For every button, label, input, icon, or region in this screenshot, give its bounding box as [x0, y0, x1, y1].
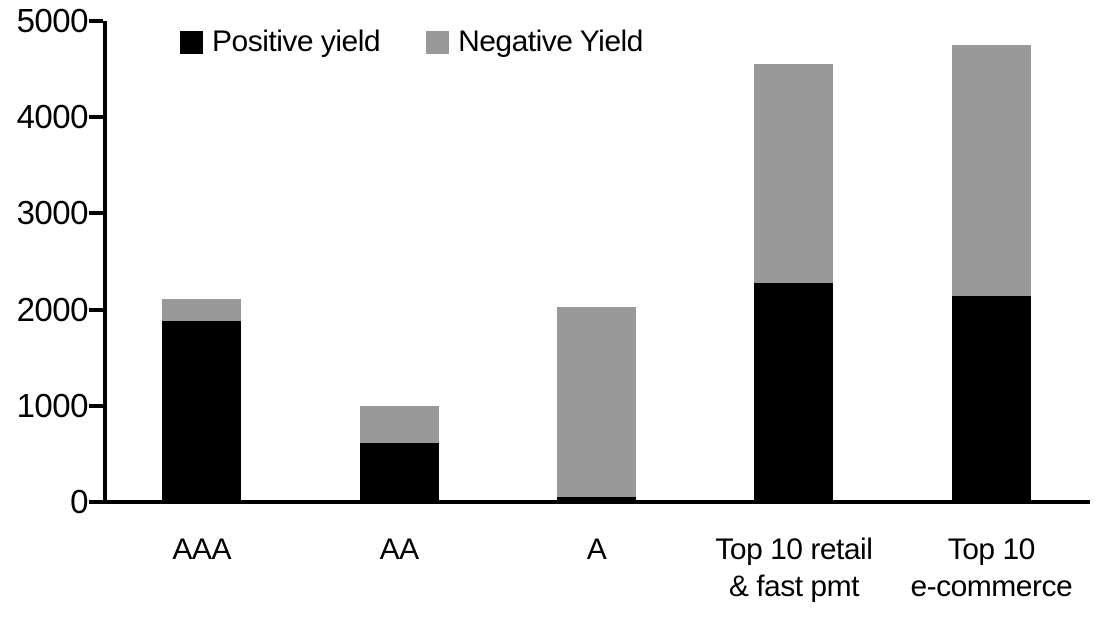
x-category-label: Top 10 e-commerce: [910, 533, 1073, 603]
y-tick-label: 2000: [16, 291, 89, 328]
y-tick-label: 4000: [16, 98, 89, 135]
negative-yield-swatch: [426, 30, 450, 54]
bar-top-10-retail-fast-pmt-positive-yield: [754, 282, 834, 502]
bar-a-negative-yield: [557, 306, 636, 498]
x-category-label: AAA: [172, 533, 231, 566]
y-tick-label: 1000: [16, 387, 89, 424]
legend-label-negative-yield: Negative Yield: [458, 25, 643, 58]
bar-aa-positive-yield: [359, 442, 439, 502]
x-axis-line: [103, 500, 1090, 504]
y-tick-mark: [89, 500, 103, 504]
y-tick-label: 5000: [16, 2, 89, 39]
bar-a-positive-yield: [557, 497, 636, 502]
y-tick-mark: [89, 19, 103, 23]
positive-yield-swatch: [180, 30, 203, 54]
y-tick-mark: [89, 404, 103, 408]
y-tick-mark: [89, 308, 103, 312]
bar-aaa-positive-yield: [162, 321, 242, 502]
bar-aa-negative-yield: [359, 405, 439, 443]
legend-label-positive-yield: Positive yield: [212, 25, 381, 58]
x-category-label: Top 10 retail & fast pmt: [715, 533, 873, 603]
bar-top-10-retail-fast-pmt-negative-yield: [754, 64, 834, 283]
bar-top-10-e-commerce-negative-yield: [951, 45, 1031, 297]
chart-legend: Positive yield Negative Yield: [180, 25, 643, 59]
y-tick-label: 3000: [16, 194, 89, 231]
y-tick-mark: [89, 115, 103, 119]
y-tick-label: 0: [70, 483, 88, 520]
bar-aaa-negative-yield: [162, 299, 242, 322]
legend-item-positive-yield: Positive yield: [180, 25, 381, 59]
legend-item-negative-yield: Negative Yield: [426, 25, 643, 59]
y-axis-line: [103, 21, 107, 504]
x-category-label: A: [586, 533, 607, 566]
x-category-label: AA: [379, 533, 420, 566]
bar-top-10-e-commerce-positive-yield: [951, 296, 1031, 502]
y-tick-mark: [89, 211, 103, 215]
